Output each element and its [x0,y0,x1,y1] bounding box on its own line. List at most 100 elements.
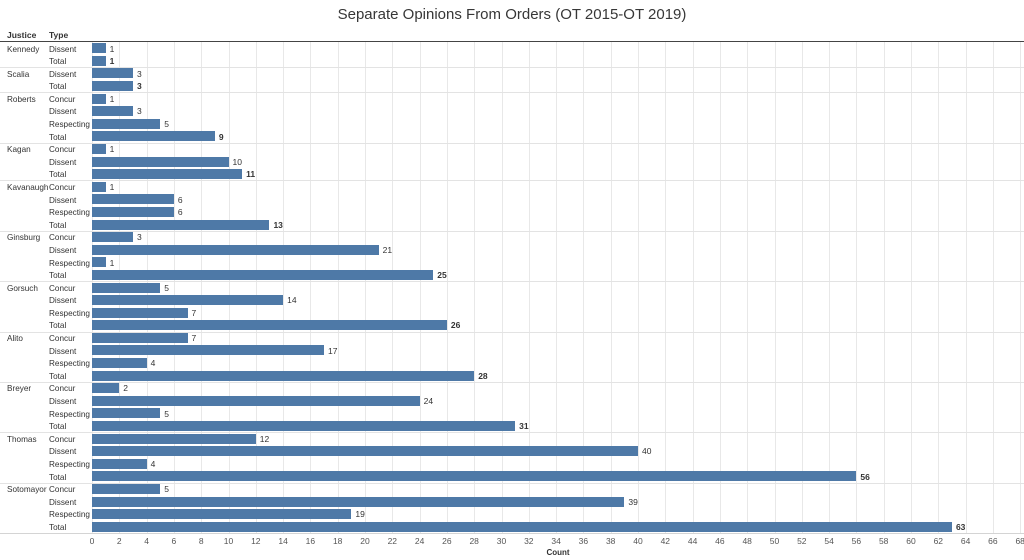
bar-value-label: 9 [218,131,224,142]
bar[interactable] [92,156,229,167]
x-tick-label: 22 [387,536,398,546]
bar[interactable] [92,93,106,104]
type-label: Concur [49,145,76,155]
bar[interactable] [92,332,188,343]
bar[interactable] [92,395,420,406]
bar[interactable] [92,496,625,507]
bar[interactable] [92,206,174,217]
bar-value-label: 5 [164,119,169,130]
bar[interactable] [92,383,120,394]
bar[interactable] [92,257,106,268]
x-tick-label: 66 [988,536,998,546]
type-label: Total [49,170,67,180]
gridline [173,42,175,533]
type-label: Respecting [49,409,90,419]
bar-value-label: 5 [164,282,169,293]
type-label: Total [49,82,67,92]
gridline [528,42,530,533]
bar-value-label: 7 [191,333,197,344]
justice-label: Sotomayor [7,485,47,495]
justice-label: Kennedy [7,44,40,54]
justice-label: Breyer [7,384,32,394]
bar[interactable] [92,307,188,318]
gridline [992,42,994,533]
bar-value-label: 40 [642,446,652,457]
bar[interactable] [92,219,270,230]
group-separator-line [0,381,1024,383]
bar[interactable] [92,483,161,494]
type-label: Concur [49,182,76,192]
type-label: Concur [49,233,76,243]
bar[interactable] [92,68,133,79]
bar[interactable] [92,269,434,280]
gridline [638,42,639,533]
justice-label: Ginsburg [7,233,41,243]
bar[interactable] [92,232,133,243]
bar[interactable] [92,345,325,356]
type-label: Total [49,472,67,482]
gridline [201,42,203,533]
bar-value-label: 1 [109,144,115,155]
bar[interactable] [92,433,256,444]
bar-value-label: 1 [109,181,115,192]
bar-value-label: 14 [287,295,297,306]
bar[interactable] [92,458,147,469]
gridline [1020,42,1022,533]
justice-label: Gorsuch [7,283,38,293]
type-label: Respecting [49,208,90,218]
group-separator-line [0,281,1024,283]
bar[interactable] [92,408,161,419]
bar[interactable] [92,244,379,255]
bar-value-label: 3 [136,232,142,243]
bar[interactable] [92,521,952,532]
gridline [255,42,257,533]
gridline [719,42,721,533]
bar[interactable] [92,106,133,117]
x-tick-label: 64 [960,536,971,546]
bar[interactable] [92,370,475,381]
gridline [856,42,858,533]
bar[interactable] [92,446,638,457]
bar[interactable] [92,131,215,142]
type-label: Dissent [49,195,77,205]
bar[interactable] [92,471,857,482]
justice-label: Roberts [7,94,36,104]
type-label: Respecting [49,120,90,130]
bar-value-label: 10 [232,156,242,167]
bar[interactable] [92,181,106,192]
bar[interactable] [92,420,516,431]
bar[interactable] [92,169,243,180]
justice-column-header: Justice [7,30,37,40]
bar[interactable] [92,55,106,66]
gridline [883,42,885,533]
bar[interactable] [92,43,106,54]
x-tick-label: 12 [251,536,261,546]
x-tick-label: 56 [851,536,862,546]
bar[interactable] [92,358,147,369]
x-tick-label: 46 [715,536,725,546]
bar[interactable] [92,282,161,293]
type-label: Total [49,522,67,532]
bar-value-label: 7 [191,307,197,318]
x-tick-label: 34 [551,536,561,546]
bar[interactable] [92,81,133,92]
gridline [228,42,230,533]
bar-value-label: 11 [246,169,256,180]
bar[interactable] [92,194,174,205]
gridline [337,42,339,533]
bar[interactable] [92,144,106,155]
type-label: Concur [49,434,76,444]
bar[interactable] [92,320,447,331]
bar-value-label: 31 [519,421,529,432]
bar-value-label: 3 [136,81,142,92]
bar-value-label: 39 [628,496,638,507]
bar[interactable] [92,295,284,306]
type-label: Dissent [49,447,77,457]
bar-value-label: 4 [150,358,156,369]
bar[interactable] [92,118,161,129]
justice-label: Alito [7,334,23,344]
bar-value-label: 1 [109,43,115,54]
bar[interactable] [92,509,352,520]
gridline [419,42,421,533]
x-tick-label: 52 [797,536,807,546]
